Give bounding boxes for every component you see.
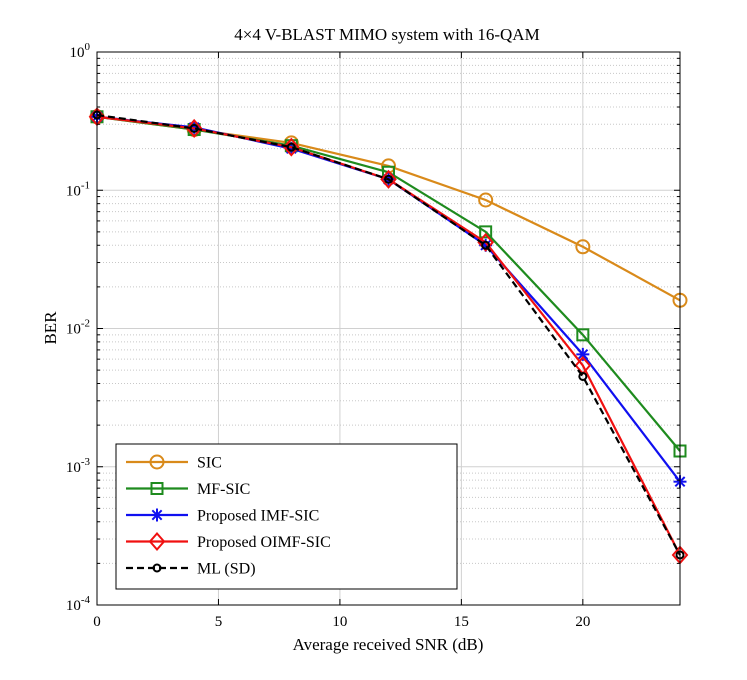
data-point <box>286 142 296 152</box>
y-tick-label: 10-4 <box>66 594 91 614</box>
legend-label: ML (SD) <box>197 561 256 578</box>
x-tick-label: 20 <box>575 614 590 630</box>
data-point <box>575 239 591 255</box>
legend-marker <box>150 482 164 495</box>
x-tick-label: 5 <box>215 614 223 630</box>
legend-box <box>115 443 458 590</box>
data-point <box>477 232 494 252</box>
y-tick-label: 10-3 <box>66 456 91 476</box>
chart-title: 4×4 V-BLAST MIMO system with 16-QAM <box>234 25 539 44</box>
data-point <box>478 192 494 208</box>
x-tick-label: 10 <box>332 614 347 630</box>
data-point <box>189 123 199 133</box>
y-axis-label: BER <box>41 311 60 345</box>
data-point <box>380 169 397 189</box>
series-0 <box>89 109 688 308</box>
legend-label: SIC <box>197 455 222 472</box>
data-point <box>578 371 588 381</box>
legend-marker <box>150 508 164 522</box>
y-tick-label: 10-1 <box>66 179 90 199</box>
legend-marker <box>148 531 166 552</box>
data-point <box>576 328 590 342</box>
data-point <box>283 137 300 157</box>
x-axis-label: Average received SNR (dB) <box>293 635 484 654</box>
series-line <box>96 115 681 302</box>
legend-label: Proposed OIMF-SIC <box>197 534 331 551</box>
axis-ticks: 0 5 10 15 20 100 10-1 10-2 10-3 10-4 <box>66 41 680 630</box>
series-line <box>96 113 681 556</box>
data-point <box>479 225 493 239</box>
data-point <box>481 240 491 250</box>
x-tick-label: 15 <box>454 614 469 630</box>
legend-label: Proposed IMF-SIC <box>197 508 319 525</box>
series-lines <box>88 107 689 565</box>
y-tick-label: 10-2 <box>66 318 90 338</box>
legend-marker <box>152 563 162 573</box>
x-tick-label: 0 <box>93 614 101 630</box>
data-point <box>185 118 203 138</box>
y-tick-label: 100 <box>70 41 91 61</box>
legend-label: MF-SIC <box>197 481 250 498</box>
legend-marker <box>149 454 165 470</box>
legend: SIC MF-SIC Proposed IMF-SIC Proposed OIMF-S… <box>115 443 458 590</box>
series-1 <box>90 110 687 458</box>
data-point <box>384 174 393 184</box>
